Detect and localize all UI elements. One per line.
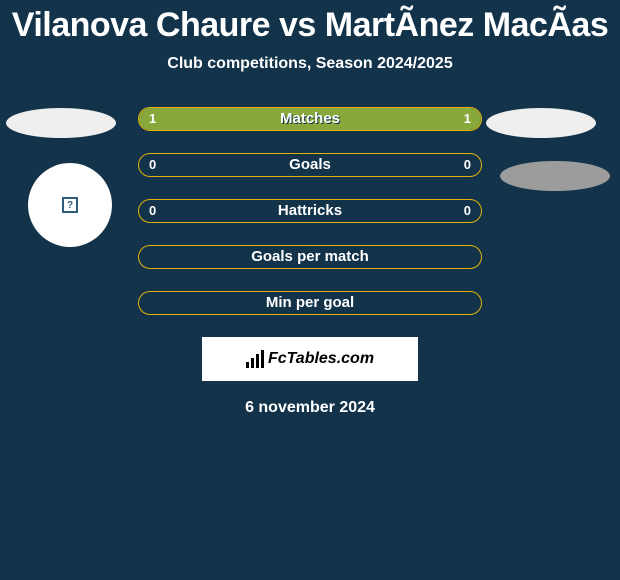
right-player-ellipse-1 [486,108,596,138]
main-area: ? MatchesMatches11GoalsGoals00HattricksH… [0,107,620,417]
stat-bars: MatchesMatches11GoalsGoals00HattricksHat… [138,107,482,315]
stat-label: Hattricks [139,200,481,222]
stat-value-right: 1 [464,108,471,130]
stat-row: MatchesMatches11 [138,107,482,131]
stat-label: Goals [139,154,481,176]
left-player-avatar: ? [28,163,112,247]
stat-value-left: 0 [149,154,156,176]
stat-label: Matches [139,108,481,130]
branding-chart-icon [246,350,264,368]
stat-row: Min per goalMin per goal [138,291,482,315]
stat-label: Goals per match [139,246,481,268]
footer-date: 6 november 2024 [0,399,620,417]
stat-label: Min per goal [139,292,481,314]
page-subtitle: Club competitions, Season 2024/2025 [0,55,620,73]
left-player-ellipse [6,108,116,138]
avatar-placeholder-icon: ? [62,197,78,213]
stat-value-right: 0 [464,200,471,222]
stat-row: Goals per matchGoals per match [138,245,482,269]
stat-value-right: 0 [464,154,471,176]
stat-row: HattricksHattricks00 [138,199,482,223]
branding-box: FcTables.com [202,337,418,381]
stat-value-left: 0 [149,200,156,222]
right-player-ellipse-2 [500,161,610,191]
branding-name: FcTables.com [268,350,374,368]
stat-value-left: 1 [149,108,156,130]
page-title: Vilanova Chaure vs MartÃ­nez MacÃ­as [0,0,620,45]
stat-row: GoalsGoals00 [138,153,482,177]
